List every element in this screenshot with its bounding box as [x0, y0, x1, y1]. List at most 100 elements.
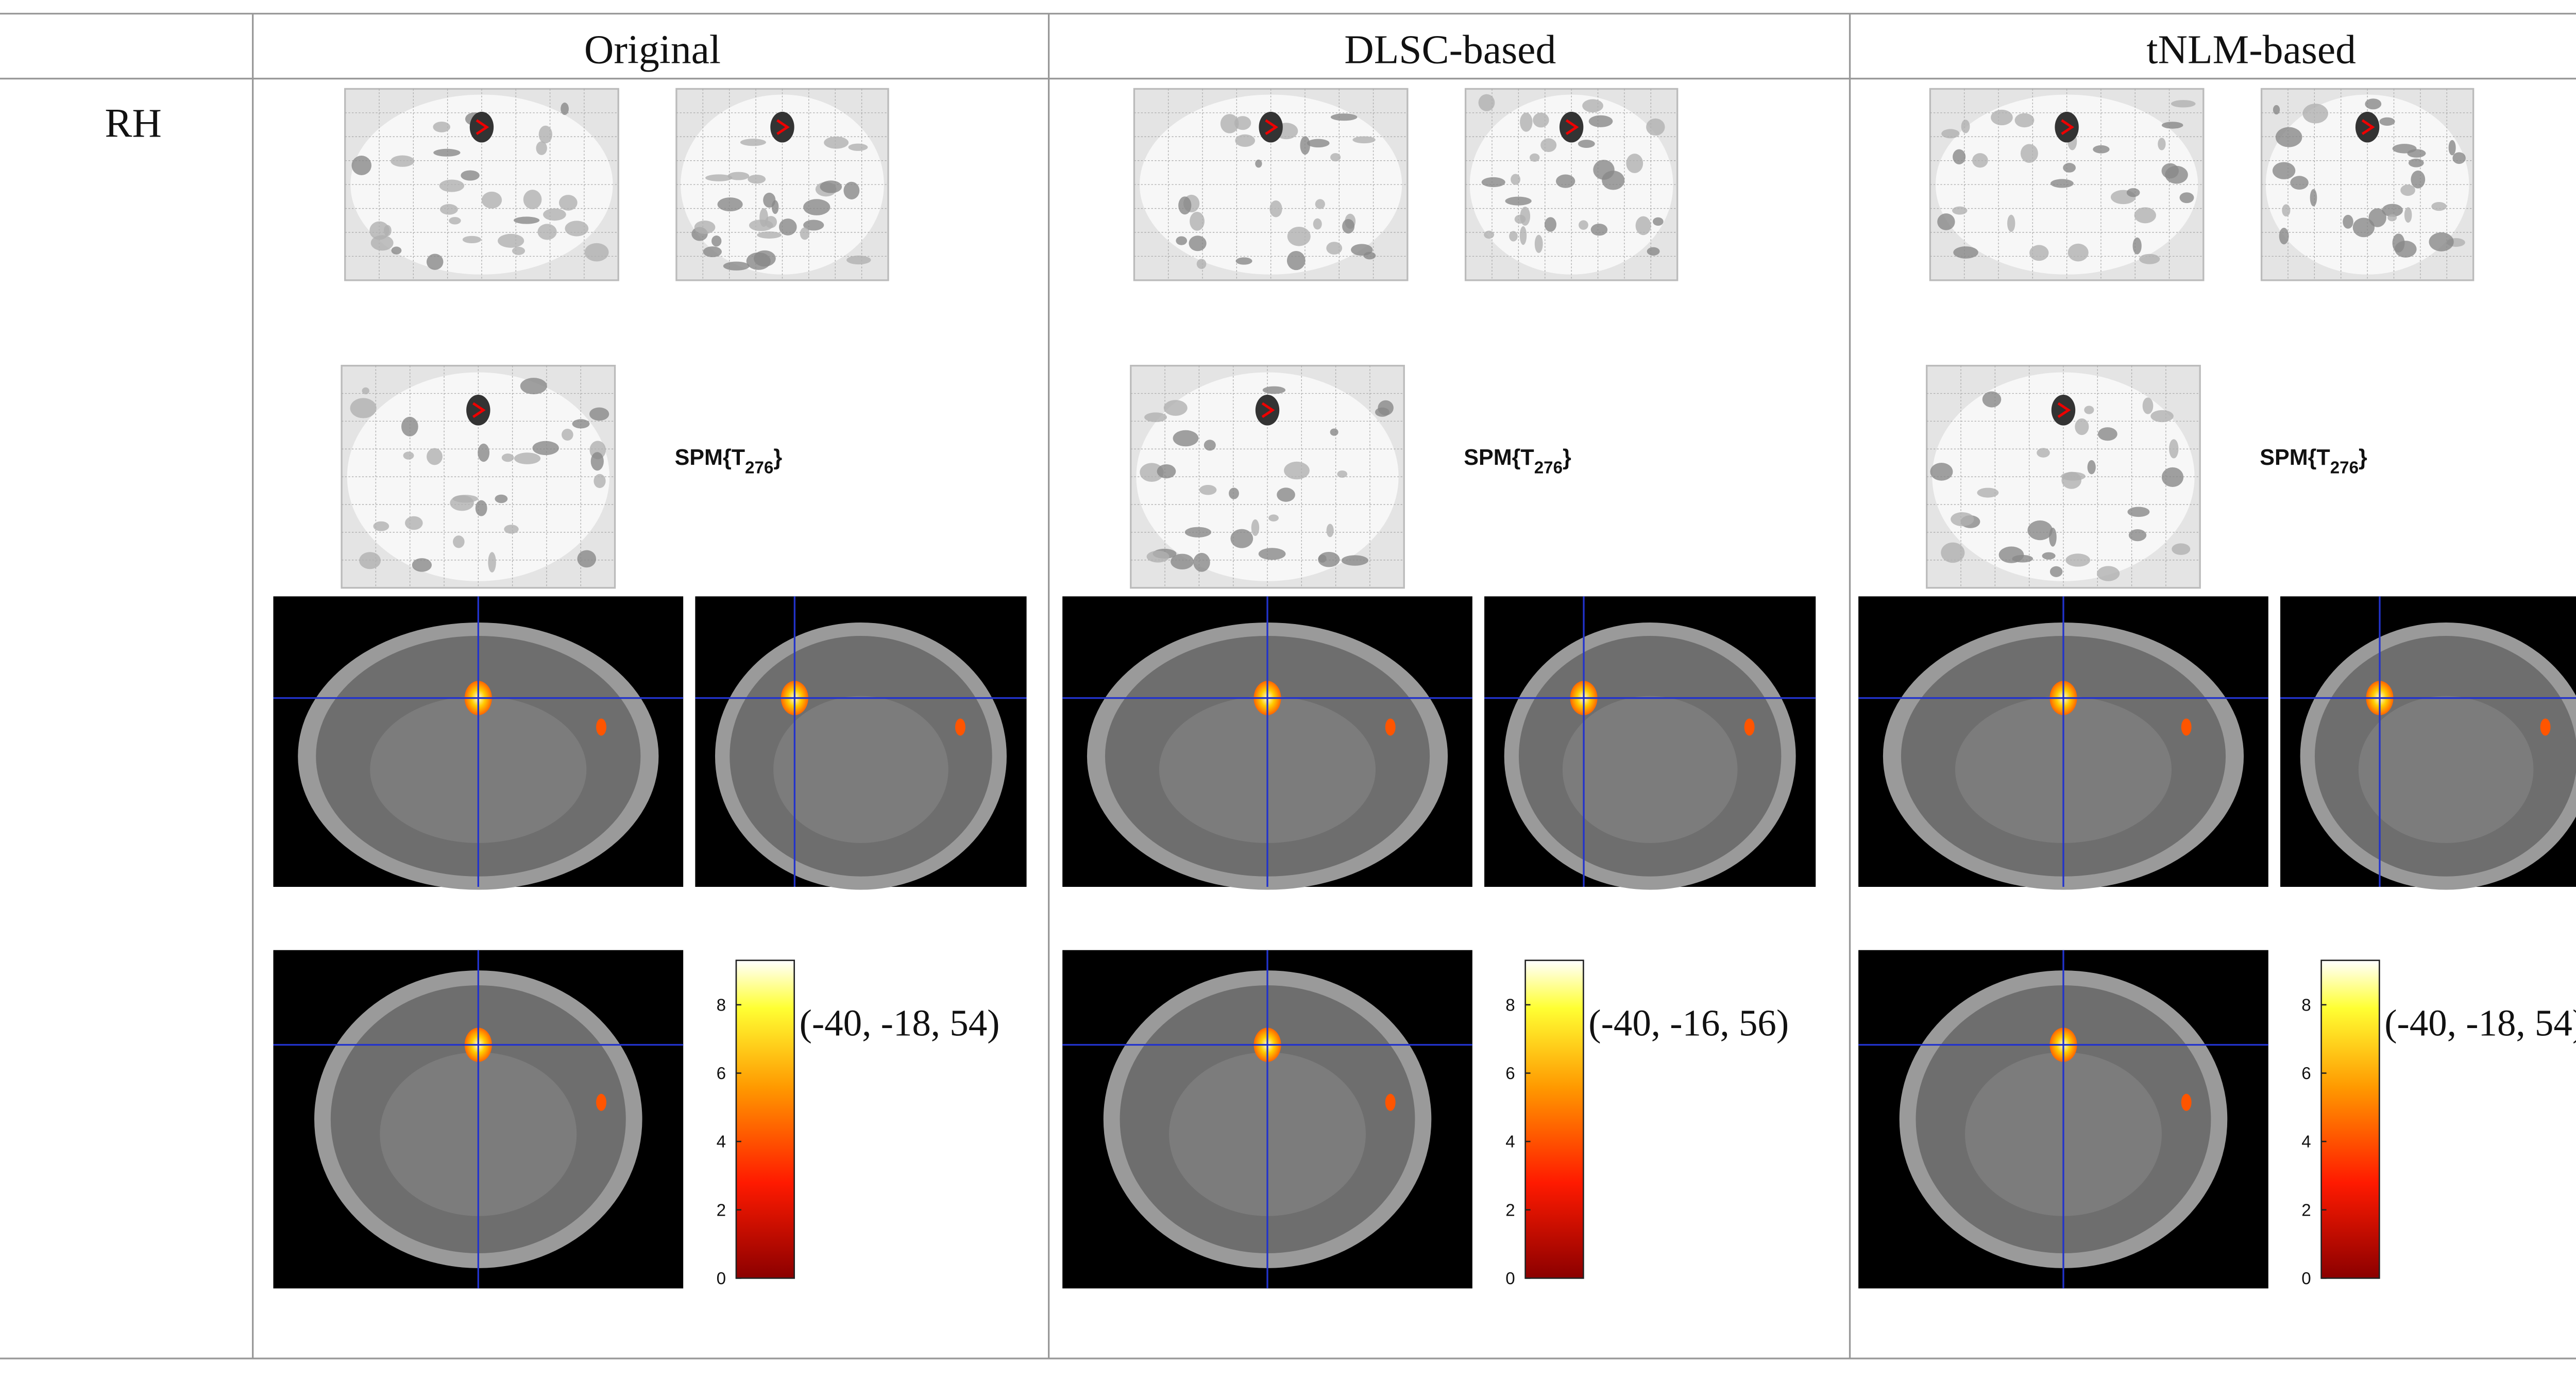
- glass-brain: [1929, 88, 2205, 281]
- glass-blob: [757, 231, 782, 239]
- glass-blob: [2343, 214, 2353, 229]
- glass-blob: [2352, 217, 2375, 238]
- glass-brain: [675, 88, 889, 281]
- glass-blob: [2169, 439, 2179, 459]
- glass-blob: [373, 521, 389, 531]
- glass-blob: [498, 233, 524, 248]
- glass-blob: [1284, 461, 1310, 480]
- glass-blob: [800, 227, 810, 240]
- glass-blob: [453, 535, 465, 548]
- glass-blob: [2310, 189, 2317, 207]
- glass-marker: [776, 119, 790, 136]
- glass-blob: [2093, 145, 2110, 154]
- glass-blob: [520, 378, 547, 395]
- glass-blob: [1176, 236, 1188, 245]
- glass-blob: [589, 407, 609, 421]
- glass-blob: [727, 172, 750, 180]
- glass-blob: [1190, 211, 1205, 231]
- glass-blob: [2027, 520, 2053, 541]
- coordinates: (-40, -18, 54): [2384, 1002, 2576, 1044]
- glass-blob: [1478, 94, 1495, 111]
- colorbar-tick-label: 8: [2301, 996, 2311, 1015]
- glass-blob: [1277, 487, 1295, 502]
- colorbar-tick-label: 2: [1505, 1201, 1515, 1220]
- panel: SPM{T276} 0 2 4 6 8 (-40, -16, 56): [1062, 88, 1816, 1289]
- glass-blob: [350, 398, 377, 418]
- spm-text: SPM{T: [675, 445, 745, 470]
- glass-blob: [495, 494, 508, 503]
- glass-blob: [1229, 487, 1239, 499]
- glass-blob: [362, 387, 369, 395]
- glass-blob: [1579, 220, 1588, 230]
- glass-blob: [2139, 254, 2160, 264]
- glass-blob: [717, 197, 743, 212]
- glass-blob: [514, 452, 541, 464]
- mri-slice: [273, 950, 684, 1289]
- glass-blob: [1251, 519, 1260, 536]
- glass-blob: [1998, 546, 2024, 563]
- glass-blob: [1326, 242, 1343, 255]
- glass-blob: [2084, 406, 2094, 414]
- glass-blob: [412, 558, 432, 572]
- glass-brain: [1464, 88, 1679, 281]
- glass-blob: [820, 180, 842, 193]
- colorbar-tick-label: 4: [1505, 1133, 1515, 1152]
- spm-subscript: 276: [1534, 459, 1563, 478]
- glass-blob: [512, 246, 526, 255]
- glass-blob: [1326, 524, 1334, 537]
- glass-blob: [439, 204, 458, 215]
- mri-slice: [1858, 596, 2268, 890]
- glass-blob: [427, 448, 443, 465]
- mri-slice: [2280, 596, 2576, 890]
- glass-blob: [1941, 542, 1965, 563]
- glass-blob: [478, 443, 490, 462]
- glass-blob: [351, 156, 371, 175]
- spm-text: SPM{T: [2260, 445, 2330, 470]
- glass-blob: [1544, 217, 1556, 232]
- glass-blob: [705, 174, 733, 181]
- glass-blob: [1626, 154, 1643, 173]
- glass-brain: [1130, 364, 1405, 589]
- glass-blob: [1593, 160, 1615, 180]
- glass-blob: [1204, 440, 1216, 451]
- activation: [955, 718, 965, 736]
- glass-blob: [501, 453, 514, 462]
- glass-blob: [577, 550, 597, 568]
- panel: SPM{T276} 0 2 4 6 8 (-40, -18, 54): [1858, 88, 2576, 1289]
- glass-blob: [2042, 552, 2056, 560]
- mri-inner: [1562, 696, 1738, 843]
- glass-blob: [1982, 391, 2002, 408]
- glass-blob: [523, 190, 542, 210]
- glass-brain: [1133, 88, 1409, 281]
- glass-brain: [341, 364, 616, 589]
- glass-blob: [433, 121, 450, 132]
- glass-blob: [703, 246, 722, 258]
- glass-blob: [1144, 412, 1167, 423]
- glass-blob: [1235, 257, 1252, 265]
- mri-slice: [695, 596, 1027, 890]
- colorbar-tick-label: 8: [1505, 996, 1515, 1015]
- glass-blob: [1193, 552, 1210, 572]
- glass-blob: [2020, 144, 2038, 163]
- glass-blob: [824, 136, 849, 149]
- glass-peak: [1259, 111, 1283, 143]
- glass-blob: [2126, 188, 2140, 197]
- glass-blob: [2179, 192, 2194, 204]
- glass-blob: [1646, 118, 1665, 136]
- glass-blob: [2063, 163, 2076, 173]
- glass-blob: [2275, 127, 2302, 147]
- colorbar-tick-label: 6: [1505, 1064, 1515, 1083]
- glass-blob: [462, 236, 482, 244]
- glass-blob: [562, 429, 573, 441]
- glass-blob: [2429, 232, 2454, 251]
- glass-blob: [1199, 484, 1217, 495]
- glass-blob: [2007, 214, 2015, 232]
- glass-blob: [1287, 226, 1311, 246]
- glass-blob: [1588, 115, 1613, 127]
- glass-marker: [1261, 402, 1275, 418]
- glass-blob: [561, 103, 569, 115]
- glass-blob: [2392, 233, 2405, 253]
- glass-blob: [2127, 507, 2150, 517]
- glass-peak: [466, 394, 490, 426]
- glass-blob: [572, 419, 590, 429]
